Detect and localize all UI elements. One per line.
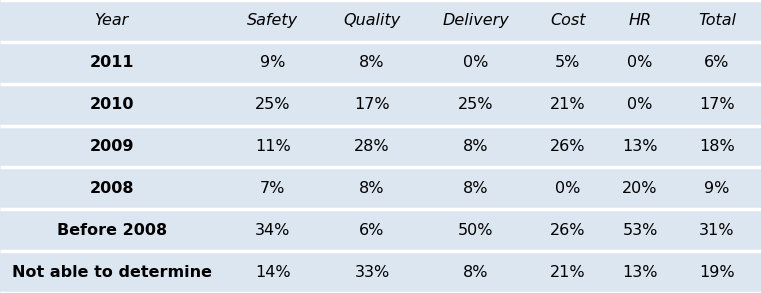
Text: 17%: 17% <box>699 97 735 112</box>
Text: 31%: 31% <box>699 223 735 238</box>
Text: 8%: 8% <box>359 181 385 196</box>
Text: 25%: 25% <box>458 97 493 112</box>
Text: 25%: 25% <box>255 97 291 112</box>
Text: 2010: 2010 <box>90 97 134 112</box>
Text: 2008: 2008 <box>90 181 134 196</box>
Text: 26%: 26% <box>550 139 585 154</box>
Text: 14%: 14% <box>255 265 291 280</box>
Text: 50%: 50% <box>458 223 493 238</box>
Text: 19%: 19% <box>699 265 735 280</box>
Text: 0%: 0% <box>463 55 489 70</box>
Text: 7%: 7% <box>260 181 285 196</box>
Text: 0%: 0% <box>627 55 653 70</box>
Text: 13%: 13% <box>622 139 658 154</box>
Text: 6%: 6% <box>705 55 730 70</box>
Text: Not able to determine: Not able to determine <box>12 265 212 280</box>
Text: 34%: 34% <box>255 223 291 238</box>
Text: 9%: 9% <box>705 181 730 196</box>
Text: 8%: 8% <box>359 55 385 70</box>
Text: 0%: 0% <box>555 181 581 196</box>
Text: Year: Year <box>95 13 129 28</box>
Text: 26%: 26% <box>550 223 585 238</box>
Text: 9%: 9% <box>260 55 285 70</box>
Text: 2011: 2011 <box>90 55 134 70</box>
Text: Total: Total <box>698 13 736 28</box>
Text: 21%: 21% <box>550 265 586 280</box>
Text: 5%: 5% <box>555 55 581 70</box>
Text: 8%: 8% <box>463 265 489 280</box>
Text: 8%: 8% <box>463 181 489 196</box>
Text: Before 2008: Before 2008 <box>57 223 167 238</box>
Text: 33%: 33% <box>355 265 390 280</box>
Text: 11%: 11% <box>255 139 291 154</box>
Text: 8%: 8% <box>463 139 489 154</box>
Text: 53%: 53% <box>622 223 658 238</box>
Text: 21%: 21% <box>550 97 586 112</box>
Text: 18%: 18% <box>699 139 735 154</box>
Text: 6%: 6% <box>359 223 385 238</box>
Text: 13%: 13% <box>622 265 658 280</box>
Text: 0%: 0% <box>627 97 653 112</box>
Text: 2009: 2009 <box>90 139 134 154</box>
Text: 28%: 28% <box>354 139 390 154</box>
Text: 17%: 17% <box>354 97 390 112</box>
Text: Safety: Safety <box>247 13 298 28</box>
Text: HR: HR <box>629 13 651 28</box>
Text: Cost: Cost <box>550 13 585 28</box>
Text: Delivery: Delivery <box>442 13 509 28</box>
Text: 20%: 20% <box>622 181 658 196</box>
Text: Quality: Quality <box>343 13 401 28</box>
